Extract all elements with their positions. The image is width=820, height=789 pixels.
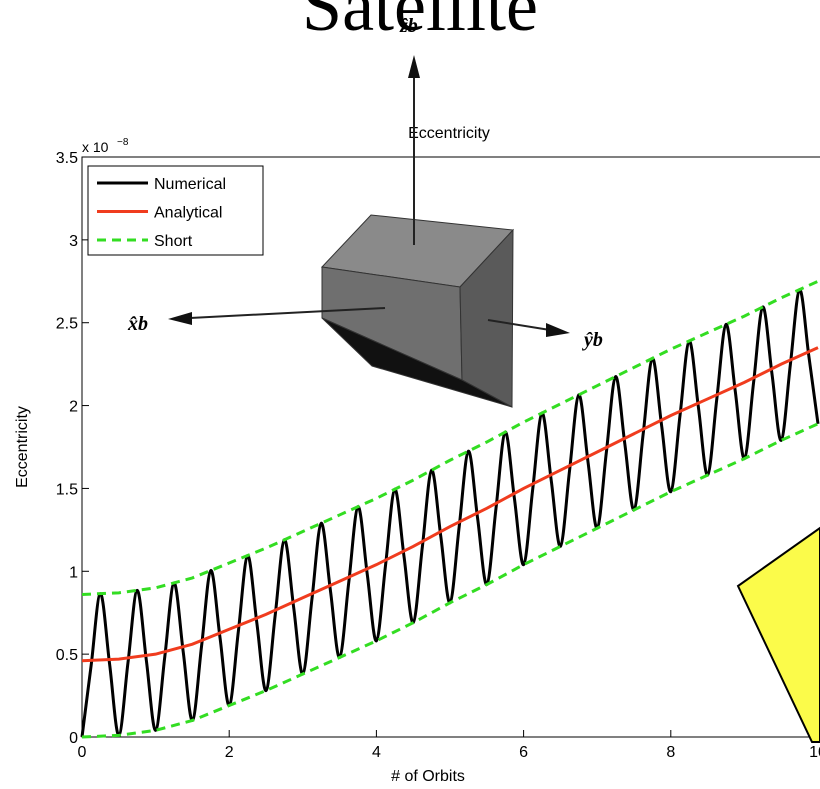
- legend: Numerical Analytical Short: [87, 165, 264, 256]
- y-tick-label: 2: [69, 399, 78, 416]
- x-tick-label: 0: [78, 744, 87, 761]
- x-tick-label: 10: [809, 744, 820, 761]
- y-tick-label: 1: [69, 564, 78, 581]
- y-tick-label: 2.5: [56, 316, 78, 333]
- diagram-label: x̂b: [127, 313, 148, 335]
- arrow-head: [408, 55, 420, 78]
- legend-label: Numerical: [154, 176, 226, 193]
- x-axis-arrow: [189, 307, 386, 319]
- y-axis-label: Eccentricity: [14, 406, 31, 488]
- legend-label: Short: [154, 233, 193, 250]
- y-exponent: −8: [117, 137, 129, 148]
- y-tick-label: 3.5: [56, 150, 78, 167]
- axes-box: [81, 156, 820, 738]
- y-tick-label: 1.5: [56, 481, 78, 498]
- y-axis-arrow: [487, 319, 551, 331]
- plot-area: 0 0.5 1 1.5 2 2.5 3 3.5 0 2 4 6 8 10 Numerical Analytic…: [56, 150, 820, 761]
- x-axis-label: # of Orbits: [391, 768, 465, 785]
- x-tick-label: 6: [519, 744, 528, 761]
- chart-title: Eccentricity: [408, 125, 490, 142]
- arrow-head: [546, 323, 570, 337]
- yellow-panel: [736, 526, 820, 743]
- diagram-label: ẑb: [399, 15, 418, 37]
- overlay-title: Satellite: [302, 0, 538, 46]
- y-tick-label: 0: [69, 730, 78, 747]
- x-tick-label: 8: [666, 744, 675, 761]
- x-tick-label: 2: [225, 744, 234, 761]
- x-tick-label: 4: [372, 744, 381, 761]
- diagram-label: ŷb: [582, 329, 603, 351]
- series-line: [81, 279, 819, 596]
- y-tick-label: 3: [69, 233, 78, 250]
- y-tick-label: 0.5: [56, 647, 78, 664]
- arrow-head: [168, 312, 192, 325]
- satellite-diagram: ẑb x̂b ŷb: [127, 15, 603, 408]
- legend-label: Analytical: [154, 205, 222, 222]
- y-exponent-base: x 10: [82, 139, 109, 155]
- series-line: [81, 346, 819, 663]
- box-bottom: [321, 317, 513, 408]
- series-line: [81, 422, 819, 739]
